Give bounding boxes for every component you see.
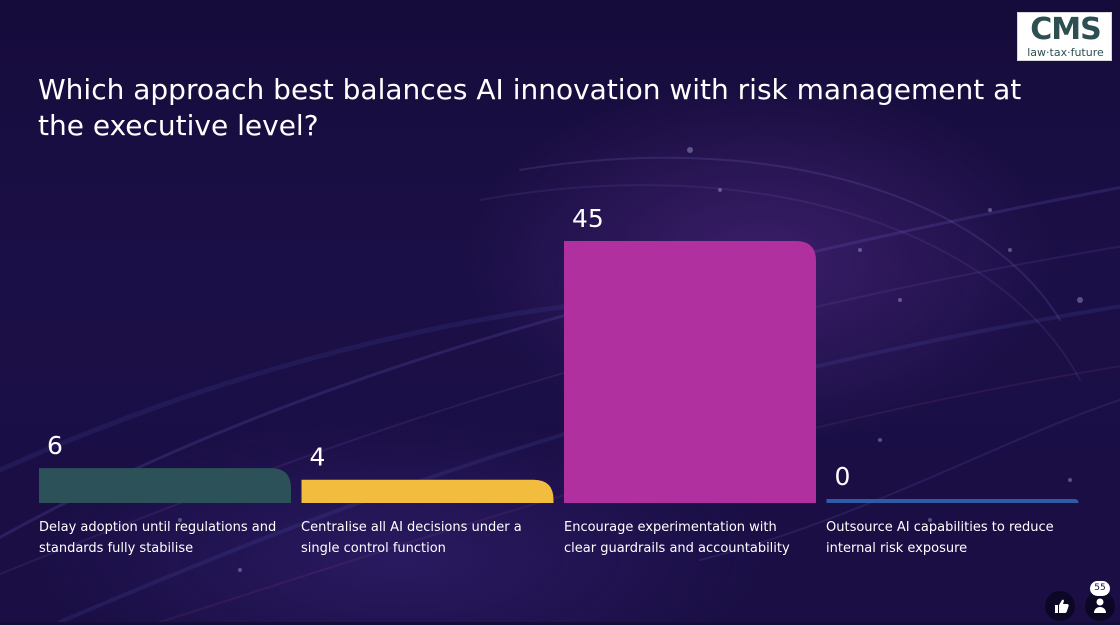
bar-label-encourage-experimentation: Encourage experimentation with clear gua…: [564, 520, 790, 556]
value-label-centralise: 4: [310, 443, 326, 472]
thumbs-up-icon: [1055, 599, 1069, 613]
value-label-encourage-experimentation: 45: [572, 204, 604, 233]
bar-encourage-experimentation: [564, 241, 816, 503]
bar-centralise: [301, 479, 554, 503]
bar-label-outsource: Outsource AI capabilities to reduce inte…: [826, 520, 1054, 556]
bar-delay-adoption: [39, 468, 291, 503]
reactions-button[interactable]: [1045, 591, 1075, 621]
cms-logo: CMS law·tax·future: [1017, 12, 1112, 61]
poll-question-title: Which approach best balances AI innovati…: [38, 73, 1022, 142]
bar-label-centralise: Centralise all AI decisions under a sing…: [301, 520, 522, 556]
participant-count-badge: 55: [1090, 581, 1110, 596]
value-label-delay-adoption: 6: [47, 431, 63, 460]
bar-label-delay-adoption: Delay adoption until regulations and sta…: [39, 520, 277, 556]
logo-tagline: law·tax·future: [1027, 46, 1104, 59]
person-icon: [1094, 598, 1106, 613]
value-label-outsource: 0: [835, 462, 851, 491]
bar-outsource: [826, 499, 1079, 503]
logo-mark: CMS: [1030, 12, 1101, 47]
participants-button[interactable]: [1085, 591, 1115, 621]
